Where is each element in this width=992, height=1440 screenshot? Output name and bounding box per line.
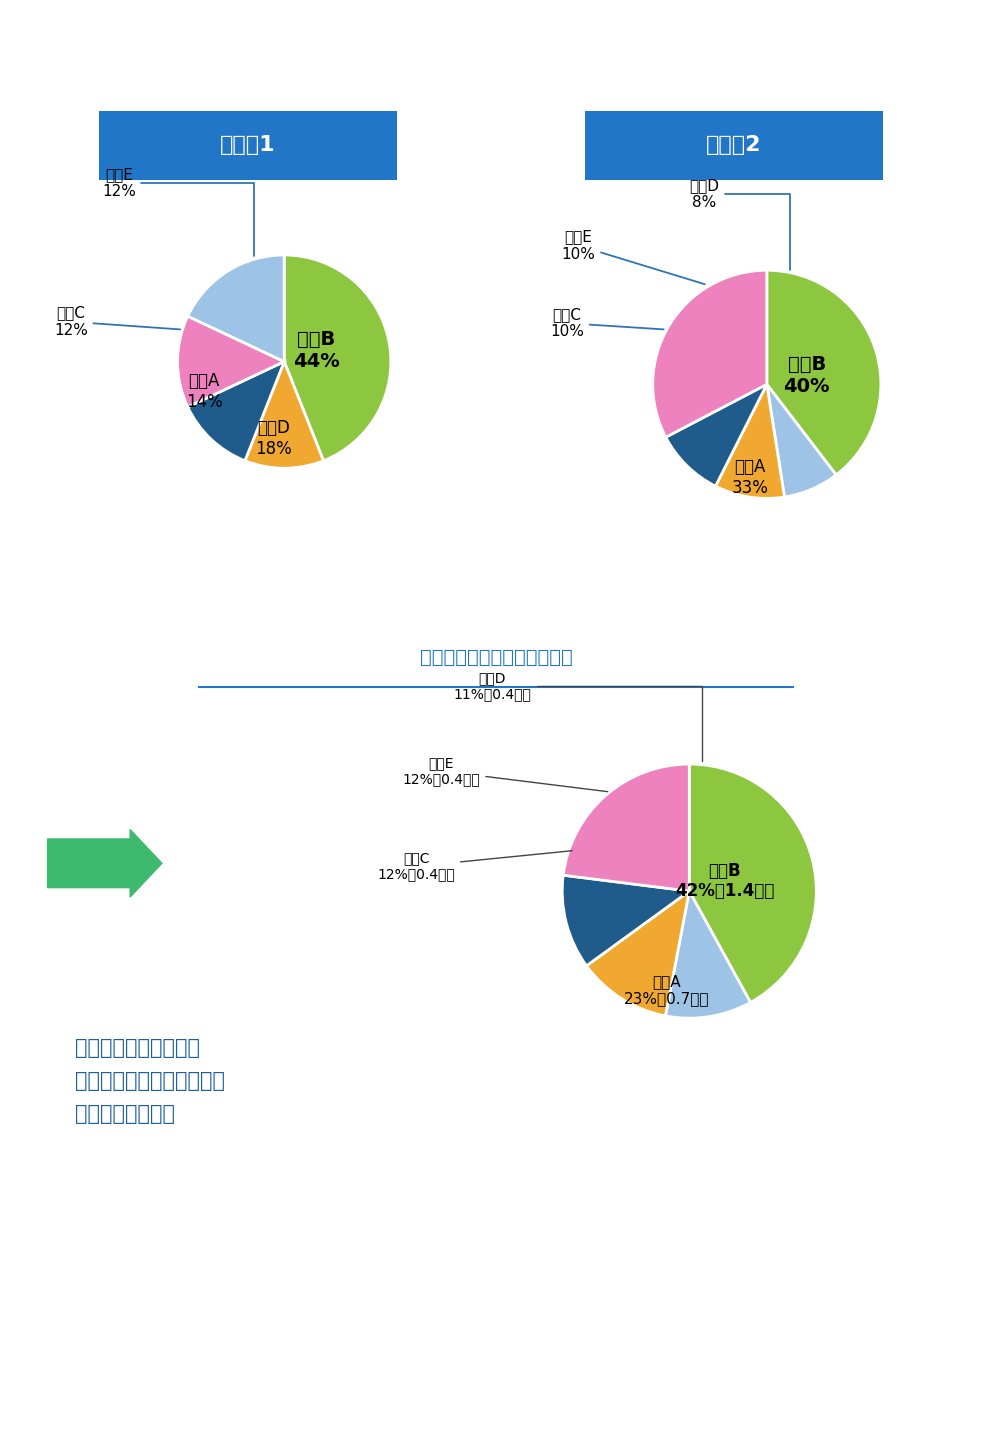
Text: 作業者2: 作業者2: [706, 135, 762, 156]
Wedge shape: [284, 255, 391, 461]
Text: 作業D
11%（0.4人）: 作業D 11%（0.4人）: [453, 671, 702, 762]
Text: 作業B
42%（1.4人）: 作業B 42%（1.4人）: [676, 861, 775, 900]
Text: 作業A
33%: 作業A 33%: [731, 458, 768, 497]
Text: 作業A
23%（0.7人）: 作業A 23%（0.7人）: [624, 973, 709, 1007]
Text: 作業E
10%: 作業E 10%: [561, 229, 705, 284]
Text: 作業者1: 作業者1: [220, 135, 276, 156]
Wedge shape: [767, 271, 881, 475]
Text: 作業者全員の時間分析
により、適正な人員配置や
ラインバランスへ: 作業者全員の時間分析 により、適正な人員配置や ラインバランスへ: [74, 1038, 224, 1123]
Text: 作業者ごとの作業比率を集計してグラフ化: 作業者ごとの作業比率を集計してグラフ化: [362, 36, 630, 59]
Wedge shape: [178, 317, 284, 408]
Text: 作業C
12%（0.4人）: 作業C 12%（0.4人）: [377, 851, 572, 881]
Wedge shape: [666, 891, 751, 1018]
Text: 作業B
44%: 作業B 44%: [293, 330, 339, 372]
Text: 作業E
12%: 作業E 12%: [102, 167, 254, 256]
Text: 作業D
18%: 作業D 18%: [255, 419, 292, 458]
Text: 作業E
12%（0.4人）: 作業E 12%（0.4人）: [403, 756, 608, 792]
Wedge shape: [715, 384, 785, 498]
FancyBboxPatch shape: [550, 102, 919, 189]
Text: 作業D
8%: 作業D 8%: [689, 179, 790, 269]
FancyArrow shape: [48, 829, 162, 897]
Text: 作業A
14%: 作業A 14%: [186, 372, 222, 410]
Wedge shape: [666, 384, 767, 487]
Wedge shape: [187, 255, 285, 361]
Wedge shape: [563, 765, 689, 891]
Text: 作業B
40%: 作業B 40%: [784, 354, 830, 396]
Text: 作業C
12%: 作業C 12%: [54, 305, 181, 338]
Wedge shape: [586, 891, 689, 1015]
Wedge shape: [689, 765, 816, 1002]
Wedge shape: [653, 271, 767, 438]
Wedge shape: [562, 876, 689, 966]
Wedge shape: [767, 384, 836, 497]
Text: 作業時間比率（作業者合計）: 作業時間比率（作業者合計）: [420, 648, 572, 667]
FancyBboxPatch shape: [63, 102, 433, 189]
Text: 作業C
10%: 作業C 10%: [551, 307, 664, 340]
Wedge shape: [187, 361, 284, 461]
Text: さらに作業者合計の作業時間比率も集計: さらに作業者合計の作業時間比率も集計: [369, 590, 623, 613]
Wedge shape: [245, 361, 323, 468]
